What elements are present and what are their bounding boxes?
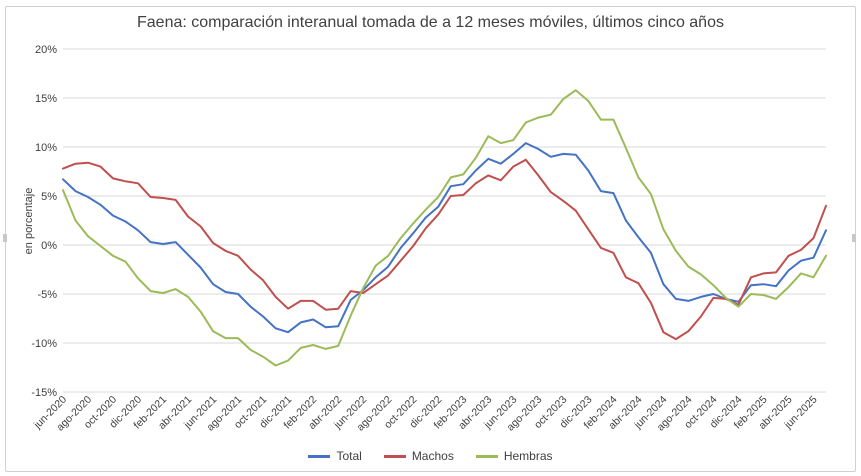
resize-handle-left[interactable]: [3, 234, 7, 242]
y-tick-label: 0%: [41, 240, 57, 252]
y-tick-label: -15%: [31, 387, 57, 399]
chart-title: Faena: comparación interanual tomada de …: [137, 14, 724, 31]
legend-swatch: [475, 454, 498, 458]
legend-item-total: Total: [308, 449, 362, 463]
legend-item-machos: Machos: [383, 449, 454, 463]
x-tick-labels: jun-2020ago-2020oct-2020dic-2020feb-2021…: [31, 394, 820, 434]
legend: Total Machos Hembras: [0, 449, 861, 463]
legend-swatch: [308, 454, 331, 458]
y-tick-label: 10%: [35, 142, 57, 154]
legend-label: Total: [336, 449, 362, 463]
legend-item-hembras: Hembras: [475, 449, 553, 463]
y-tick-label: -10%: [31, 338, 57, 350]
series-lines: [62, 89, 827, 367]
y-tick-label: -5%: [37, 289, 57, 301]
y-tick-label: 5%: [41, 191, 57, 203]
y-tick-label: 15%: [35, 93, 57, 105]
gridlines: [63, 48, 826, 393]
y-tick-label: 20%: [35, 44, 57, 56]
series-line-hembras: [62, 89, 827, 367]
legend-swatch: [383, 454, 406, 458]
resize-handle-right[interactable]: [852, 234, 856, 242]
legend-label: Machos: [411, 449, 454, 463]
series-line-total: [62, 142, 827, 334]
y-tick-labels: -15% -10% -5% 0% 5% 10% 15% 20%: [31, 44, 57, 399]
series-line-machos: [62, 158, 827, 341]
legend-label: Hembras: [503, 449, 553, 463]
